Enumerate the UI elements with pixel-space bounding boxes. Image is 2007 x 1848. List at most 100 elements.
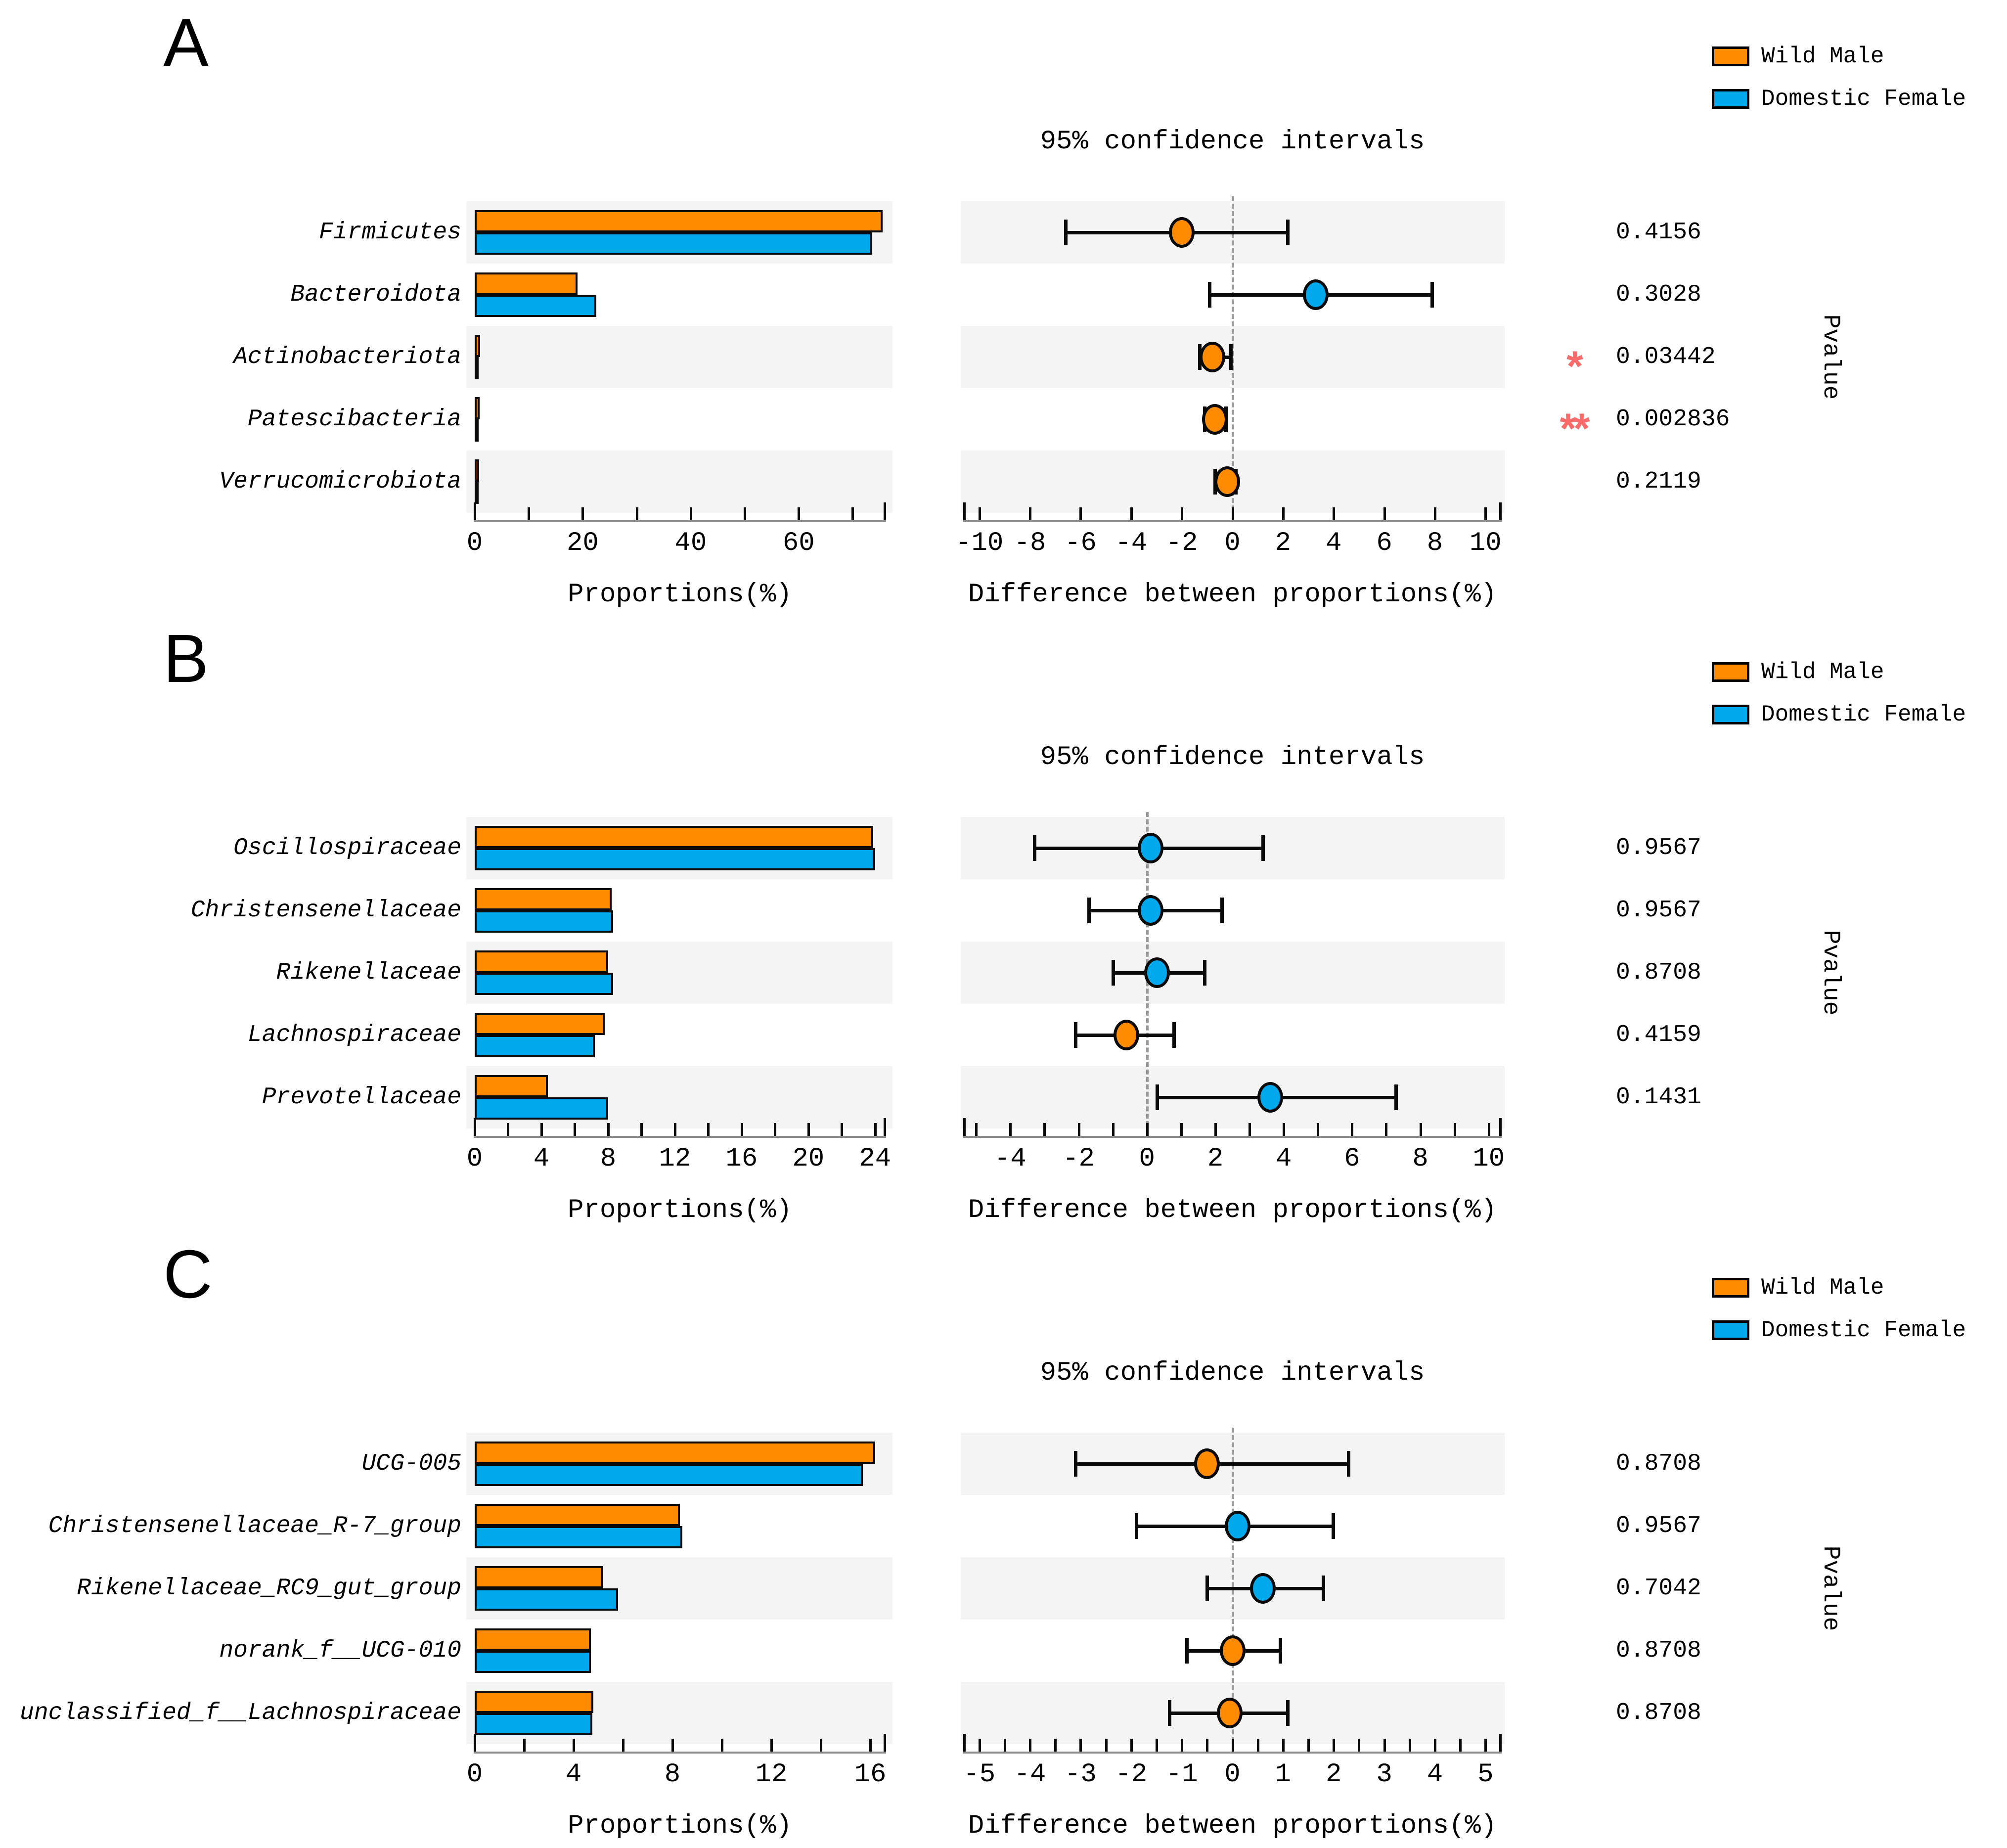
axis-tick-label: 12 bbox=[659, 1144, 691, 1174]
axis-end-tick bbox=[1499, 1734, 1502, 1752]
legend: Wild Male Domestic Female bbox=[1712, 1275, 1966, 1360]
axis-tick-label: 0 bbox=[1139, 1144, 1155, 1174]
chart-area: Oscillospiraceae 0.9567 Christensenellacea… bbox=[0, 616, 2007, 1232]
ci-cap-low bbox=[1087, 898, 1091, 923]
taxa-label: Lachnospiraceae bbox=[247, 1022, 461, 1048]
difference-dot bbox=[1169, 217, 1195, 248]
pvalue-text: 0.03442 bbox=[1616, 344, 1716, 370]
axis-tick-label: 5 bbox=[1477, 1759, 1494, 1790]
axis-tick bbox=[622, 1739, 624, 1752]
axis-tick-label: 12 bbox=[755, 1759, 788, 1790]
axis-tick-label: 8 bbox=[664, 1759, 681, 1790]
wild-male-swatch bbox=[1712, 46, 1749, 66]
difference-axis-label: Difference between proportions(%) bbox=[968, 1811, 1497, 1841]
axis-tick-label: 16 bbox=[854, 1759, 887, 1790]
axis-tick bbox=[671, 1739, 674, 1752]
taxa-label: unclassified_f__Lachnospiraceae bbox=[20, 1700, 461, 1726]
domestic-female-bar bbox=[475, 1588, 618, 1611]
axis-tick-label: 6 bbox=[1376, 528, 1392, 558]
axis-tick-label: -4 bbox=[1115, 528, 1148, 558]
axis-tick bbox=[774, 1123, 777, 1136]
ci-cap-high bbox=[1332, 1513, 1336, 1539]
pvalue-axis-label: Pvalue bbox=[1817, 314, 1844, 400]
legend: Wild Male Domestic Female bbox=[1712, 44, 1966, 129]
taxa-label: Verrucomicrobiota bbox=[219, 468, 461, 495]
axis-tick bbox=[474, 1739, 476, 1752]
pvalue-text: 0.4156 bbox=[1616, 219, 1701, 246]
axis-tick bbox=[1146, 1123, 1149, 1136]
axis-tick bbox=[1433, 507, 1436, 520]
axis-tick bbox=[740, 1123, 743, 1136]
row-band bbox=[466, 451, 892, 513]
axis-tick bbox=[1385, 1123, 1388, 1136]
axis-tick-label: 60 bbox=[782, 528, 815, 558]
axis-tick bbox=[523, 1739, 526, 1752]
pvalue-text: 0.8708 bbox=[1616, 1450, 1701, 1477]
axis-end-tick bbox=[884, 1734, 886, 1752]
axis-tick bbox=[1249, 1123, 1251, 1136]
taxa-label: Rikenellaceae bbox=[276, 959, 461, 986]
ci-cap-high bbox=[1430, 282, 1434, 308]
axis-baseline bbox=[474, 1752, 886, 1754]
taxa-label: Patescibacteria bbox=[247, 406, 461, 433]
panel-c: C Wild Male Domestic Female 95% confiden… bbox=[0, 1231, 2007, 1848]
wild-male-swatch bbox=[1712, 1278, 1749, 1298]
chart-area: UCG-005 0.8708 Christensenellaceae_R-7_gro… bbox=[0, 1231, 2007, 1848]
axis-tick bbox=[1282, 1739, 1285, 1752]
axis-tick-label: 0 bbox=[466, 1144, 483, 1174]
pvalue-text: 0.8708 bbox=[1616, 959, 1701, 986]
pvalue-text: 0.9567 bbox=[1616, 835, 1701, 861]
legend-item-domestic-female: Domestic Female bbox=[1712, 86, 1966, 112]
ci-cap-low bbox=[1156, 1084, 1160, 1110]
significance-marker: * bbox=[1566, 343, 1583, 390]
axis-baseline bbox=[963, 1752, 1502, 1754]
axis-tick bbox=[640, 1123, 643, 1136]
wild-male-bar bbox=[475, 397, 480, 419]
difference-dot bbox=[1303, 279, 1329, 310]
axis-tick bbox=[1181, 1739, 1184, 1752]
wild-male-swatch bbox=[1712, 662, 1749, 682]
axis-tick-label: -3 bbox=[1065, 1759, 1097, 1790]
axis-tick bbox=[1358, 1739, 1361, 1752]
axis-tick-label: -5 bbox=[963, 1759, 996, 1790]
axis-tick-label: 8 bbox=[600, 1144, 617, 1174]
axis-tick-label: 24 bbox=[859, 1144, 892, 1174]
pvalue-text: 0.3028 bbox=[1616, 281, 1701, 308]
axis-tick-label: 0 bbox=[466, 528, 483, 558]
axis-tick bbox=[721, 1739, 723, 1752]
ci-cap-high bbox=[1229, 344, 1233, 370]
axis-tick bbox=[1029, 507, 1032, 520]
axis-tick bbox=[1256, 1739, 1259, 1752]
axis-tick-label: -2 bbox=[1115, 1759, 1148, 1790]
domestic-female-bar bbox=[475, 848, 875, 870]
axis-tick-label: 16 bbox=[725, 1144, 758, 1174]
panel-b: B Wild Male Domestic Female 95% confiden… bbox=[0, 616, 2007, 1231]
axis-tick-label: -4 bbox=[1014, 1759, 1046, 1790]
pvalue-text: 0.002836 bbox=[1616, 406, 1730, 433]
axis-tick bbox=[689, 507, 692, 520]
axis-tick bbox=[528, 507, 531, 520]
wild-male-bar bbox=[475, 210, 883, 232]
difference-dot bbox=[1137, 833, 1163, 863]
axis-end-tick bbox=[884, 502, 886, 520]
ci-cap-high bbox=[1261, 835, 1265, 861]
axis-end-tick bbox=[963, 1734, 966, 1752]
axis-tick-label: 2 bbox=[1275, 528, 1292, 558]
domestic-female-bar bbox=[475, 910, 614, 933]
axis-tick bbox=[1009, 1123, 1012, 1136]
domestic-female-bar bbox=[475, 232, 872, 255]
ci-title: 95% confidence intervals bbox=[1040, 742, 1425, 772]
taxa-label: norank_f__UCG-010 bbox=[219, 1637, 461, 1664]
ci-cap-high bbox=[1278, 1638, 1282, 1664]
difference-dot bbox=[1217, 1698, 1243, 1728]
axis-tick-label: -6 bbox=[1065, 528, 1097, 558]
axis-tick bbox=[1181, 507, 1184, 520]
row-band bbox=[466, 326, 892, 388]
ci-cap-low bbox=[1111, 960, 1115, 986]
domestic-female-swatch bbox=[1712, 89, 1749, 109]
pvalue-text: 0.9567 bbox=[1616, 1513, 1701, 1539]
axis-tick bbox=[1283, 1123, 1286, 1136]
ci-cap-low bbox=[1205, 1576, 1209, 1601]
difference-dot bbox=[1114, 1020, 1140, 1050]
ci-cap-high bbox=[1321, 1576, 1325, 1601]
